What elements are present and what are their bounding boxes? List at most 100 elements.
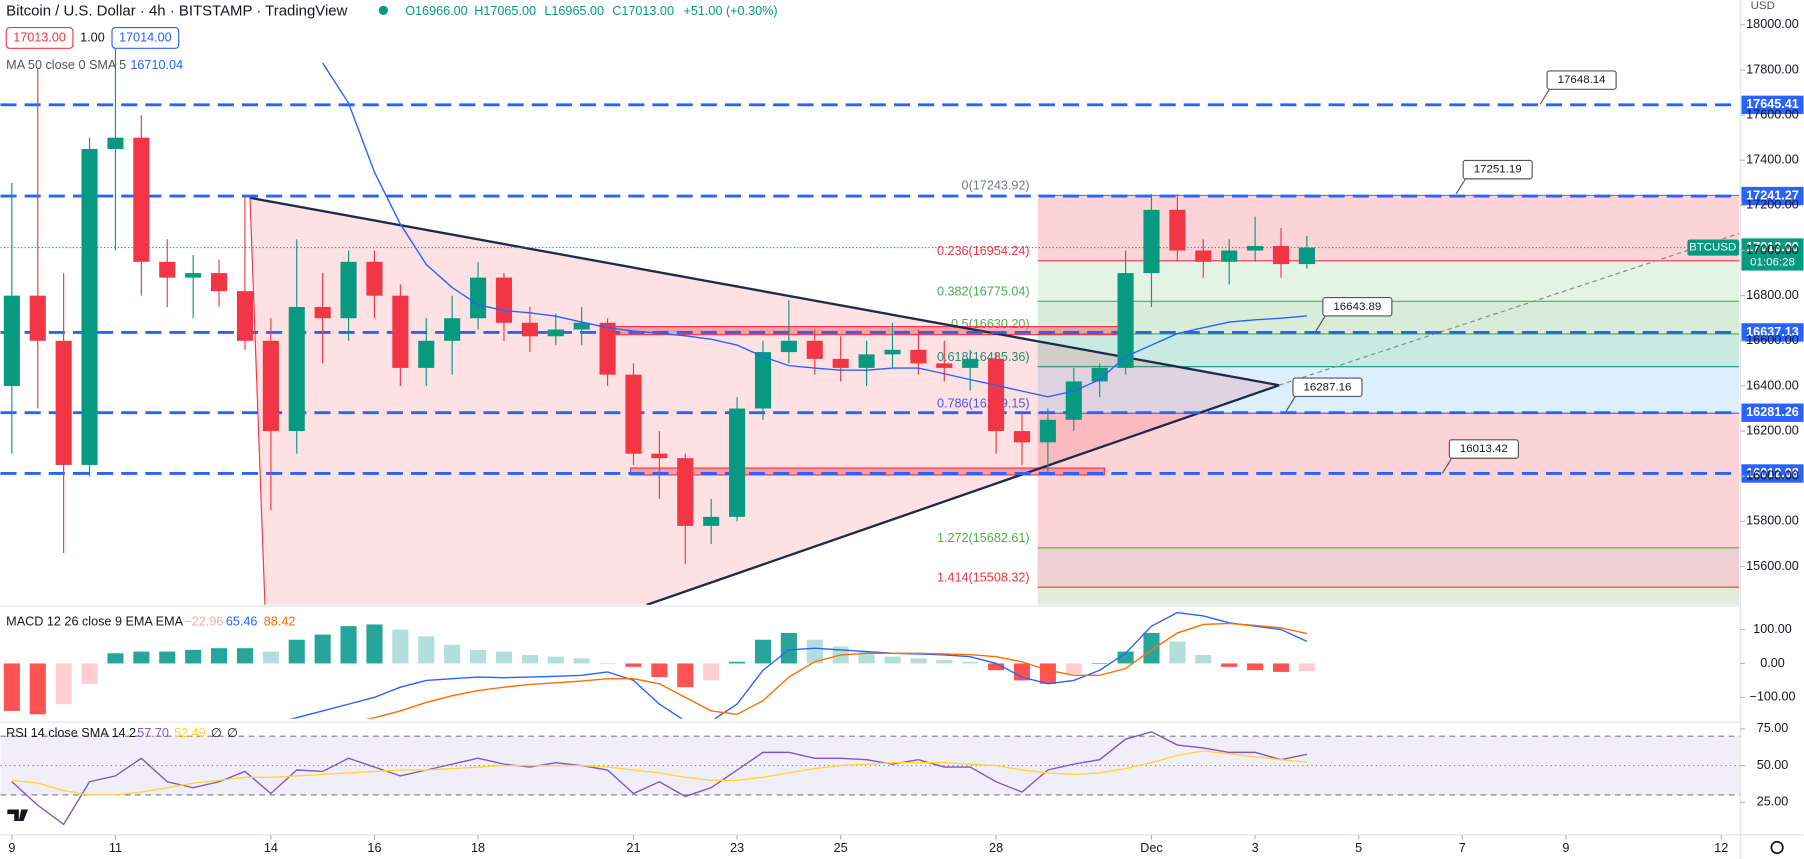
fib-band	[1037, 195, 1740, 261]
trend-line-lower	[646, 384, 1280, 605]
candle-body	[55, 340, 72, 465]
macd-histogram-bar	[1013, 663, 1031, 681]
macd-histogram-bar	[521, 654, 538, 664]
macd-signal-value: 88.42	[264, 614, 296, 628]
bid-box[interactable]	[5, 27, 74, 49]
candle-body	[651, 453, 668, 459]
x-tick-label: Dec	[1140, 841, 1162, 855]
y-tick-label: 17000.00	[1746, 243, 1799, 257]
macd-histogram-bar	[729, 661, 746, 664]
macd-histogram-bar	[884, 656, 901, 664]
level-axis-label: 16281.26	[1746, 405, 1799, 419]
level-axis-box	[1741, 186, 1804, 206]
macd-histogram-bar	[962, 661, 979, 664]
y-tick-label: 15600.00	[1746, 559, 1799, 573]
fib-label: 0.618(16485.36)	[937, 350, 1030, 364]
x-tick-label: 9	[8, 841, 15, 855]
x-tick-label: 25	[834, 841, 848, 855]
macd-histogram-bar	[107, 653, 124, 664]
x-tick-label: 7	[1459, 841, 1466, 855]
symbol-label: BTCUSD	[1689, 242, 1736, 254]
candle-body	[573, 322, 590, 330]
ohlc-open: O16966.00	[405, 4, 467, 18]
ask: 17014.00	[119, 30, 172, 44]
level-axis-label: 16637.13	[1746, 325, 1799, 339]
market-status	[378, 5, 388, 15]
candle-body	[3, 295, 20, 386]
trend-line-upper	[249, 196, 1280, 387]
fib-band	[1037, 333, 1740, 367]
macd-histogram-bar	[573, 658, 590, 664]
rsi-line	[11, 731, 1308, 826]
macd-histogram-bar	[547, 656, 564, 664]
last-price-box	[1741, 238, 1804, 271]
currency: USD	[1751, 0, 1775, 12]
macd-legend: MACD 12 26 close 9 EMA EMA	[6, 614, 183, 628]
candle-body	[1221, 250, 1238, 262]
rsi-legend: RSI 14 close SMA 14 2	[6, 726, 136, 740]
callout-box	[1546, 70, 1617, 90]
y-tick-label: 17200.00	[1746, 198, 1799, 212]
candle-body	[159, 261, 176, 278]
fib-band	[1037, 366, 1740, 414]
callout-box	[1292, 377, 1363, 398]
candle-body	[806, 340, 823, 359]
x-tick-label: 23	[730, 841, 744, 855]
x-tick-label: 3	[1252, 841, 1259, 855]
candle-body	[625, 374, 642, 454]
macd-histogram-bar	[599, 663, 616, 665]
y-tick-label: −100.00	[1749, 690, 1795, 704]
bid: 17013.00	[13, 30, 66, 44]
fib-label: 0(17243.92)	[962, 179, 1030, 193]
macd-histogram-bar	[3, 663, 20, 711]
candle-body	[470, 277, 487, 319]
fib-band	[1037, 413, 1740, 548]
x-tick-label: 5	[1355, 841, 1362, 855]
candle-body	[858, 354, 875, 368]
candle-body	[444, 318, 461, 341]
callout-label: 16287.16	[1304, 381, 1352, 393]
candle-body	[1117, 273, 1134, 368]
fib-band	[1037, 547, 1740, 588]
macd-histogram-bar	[1091, 663, 1108, 665]
callout-pointer	[1441, 457, 1453, 474]
ask-box[interactable]	[111, 27, 180, 49]
axis-layer: 17645.41 17241.27 16637.13 16281.26 16012.08…	[8, 17, 1804, 855]
macd-layer	[3, 611, 1315, 719]
logo[interactable]	[7, 809, 29, 822]
y-tick-label: 18000.00	[1746, 17, 1799, 31]
zone-edge	[249, 197, 266, 605]
callout-pointer	[1539, 88, 1550, 105]
fib-label: 1.272(15682.61)	[937, 531, 1030, 545]
fib-label: 0.786(16279.15)	[937, 396, 1030, 410]
candle-body	[133, 137, 150, 262]
macd-histogram-bar	[936, 660, 953, 664]
macd-histogram-bar	[418, 636, 435, 664]
ohlc-high: H17065.00	[474, 4, 536, 18]
fib-label: 0.382(16775.04)	[937, 284, 1030, 298]
candle-body	[236, 291, 254, 341]
y-tick-label: 75.00	[1757, 721, 1789, 735]
callout-pointer	[1455, 178, 1466, 195]
candle-body	[1039, 419, 1056, 443]
candle-body	[729, 408, 746, 517]
macd-histogram-bar	[754, 639, 772, 664]
candle-body	[107, 137, 124, 149]
support-zone	[630, 467, 1105, 476]
candle-body	[1143, 209, 1160, 274]
candle-body	[703, 516, 720, 526]
macd-histogram-bar	[29, 663, 46, 715]
candle-body	[262, 340, 279, 432]
chart-title: Bitcoin / U.S. Dollar · 4h · BITSTAMP · …	[6, 2, 347, 19]
y-tick-label: 0.00	[1760, 656, 1785, 670]
macd-histogram-bar	[1065, 663, 1082, 674]
macd-histogram-bar	[1117, 651, 1134, 664]
fib-label: 1.414(15508.32)	[937, 570, 1030, 584]
candle-body	[81, 148, 98, 465]
settings-icon[interactable]	[1770, 840, 1784, 855]
x-tick-label: 14	[264, 841, 278, 855]
macd-histogram-bar	[159, 651, 176, 664]
macd-histogram-bar	[625, 663, 642, 667]
callout-box	[1462, 159, 1533, 180]
macd-line	[365, 622, 1308, 719]
